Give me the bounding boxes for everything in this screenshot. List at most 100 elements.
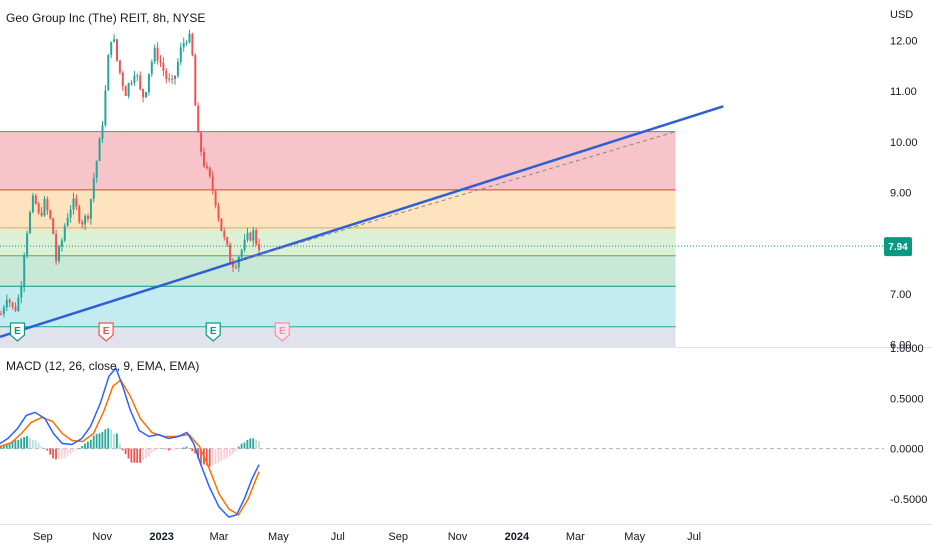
earnings-marker-label: E <box>14 326 21 337</box>
x-tick-label-1: Nov <box>92 531 112 543</box>
candle-body-77 <box>223 231 226 238</box>
macd-hist-bar-2 <box>5 443 8 449</box>
x-tick-label-10: May <box>624 531 645 543</box>
x-tick-label-0: Sep <box>33 531 53 543</box>
macd-tick-label-0: 1.0000 <box>890 343 924 355</box>
candle-body-5 <box>14 306 17 311</box>
macd-hist-bar-54 <box>156 448 159 450</box>
candle-body-81 <box>234 266 237 268</box>
macd-hist-bar-64 <box>185 446 188 449</box>
macd-hist-bar-46 <box>133 448 136 463</box>
candle-body-16 <box>46 198 49 211</box>
macd-hist-bar-27 <box>78 448 81 449</box>
earnings-marker-label: E <box>103 326 110 337</box>
candle-body-33 <box>95 160 98 178</box>
macd-hist-bar-30 <box>87 441 89 449</box>
candle-body-80 <box>232 262 234 267</box>
macd-hist-bar-48 <box>139 448 141 463</box>
candle-body-53 <box>153 47 156 62</box>
macd-hist-bar-63 <box>182 447 185 449</box>
macd-hist-bar-82 <box>237 446 240 449</box>
macd-hist-bar-53 <box>153 448 156 451</box>
macd-hist-bar-24 <box>69 448 72 455</box>
candle-body-84 <box>243 239 246 250</box>
candle-body-32 <box>92 177 95 200</box>
macd-hist-bar-72 <box>208 448 211 467</box>
axes: 6.007.008.009.0010.0011.0012.001.00000.5… <box>0 35 932 525</box>
candle-body-78 <box>226 237 229 245</box>
candle-body-25 <box>72 198 75 210</box>
macd-tick-label-1: 0.5000 <box>890 393 924 405</box>
candle-body-20 <box>58 246 60 261</box>
trendlines[interactable] <box>0 105 724 339</box>
candle-body-88 <box>255 230 258 245</box>
macd-hist-bar-81 <box>234 448 237 452</box>
macd-hist-bar-4 <box>11 440 14 449</box>
candle-body-43 <box>124 86 127 97</box>
candle-body-89 <box>258 244 261 251</box>
x-tick-label-7: Nov <box>448 531 468 543</box>
macd-hist-bar-85 <box>246 440 249 449</box>
candle-body-39 <box>113 39 116 42</box>
trendline[interactable] <box>0 105 724 339</box>
macd-hist-bar-59 <box>171 448 173 451</box>
candle-body-0 <box>0 314 2 316</box>
macd-hist-bar-56 <box>162 448 165 449</box>
candle-body-9 <box>26 233 29 256</box>
candle-body-65 <box>188 33 191 43</box>
candle-body-86 <box>249 232 252 241</box>
macd-hist-bar-23 <box>66 448 69 456</box>
x-tick-label-2: 2023 <box>149 531 173 543</box>
earnings-marker-2[interactable]: E <box>205 322 221 342</box>
earnings-marker-0[interactable]: E <box>9 322 26 342</box>
macd-hist-bar-84 <box>243 442 246 449</box>
candle-body-27 <box>78 206 81 222</box>
macd-hist-bar-16 <box>46 448 49 451</box>
candle-body-52 <box>150 61 153 74</box>
macd-hist-bar-33 <box>95 434 98 449</box>
zone-band-3 <box>0 255 676 287</box>
candle-body-69 <box>200 132 203 152</box>
macd-hist-bar-74 <box>214 448 217 464</box>
candle-body-85 <box>246 232 249 240</box>
candle-body-48 <box>139 75 142 90</box>
candle-body-19 <box>55 234 58 261</box>
macd-hist-bar-87 <box>252 438 255 449</box>
candle-body-10 <box>29 212 31 234</box>
x-tick-label-5: Jul <box>331 531 345 543</box>
candle-body-47 <box>136 75 139 77</box>
macd-hist-bar-45 <box>130 448 133 463</box>
x-tick-label-9: Mar <box>566 531 585 543</box>
macd-hist-bar-83 <box>240 443 243 449</box>
macd-hist-bar-78 <box>226 448 228 458</box>
candle-body-66 <box>191 33 194 56</box>
macd-hist-bar-12 <box>34 440 37 449</box>
macd-hist-bar-21 <box>60 448 63 459</box>
earnings-marker-1[interactable]: E <box>98 322 114 342</box>
macd-hist-bar-55 <box>159 448 162 449</box>
x-tick-label-4: May <box>268 531 289 543</box>
candle-body-64 <box>185 42 188 44</box>
macd-hist-bar-86 <box>249 438 252 449</box>
macd-hist-bar-62 <box>179 448 182 449</box>
macd-tick-label-3: -0.5000 <box>890 494 927 506</box>
earnings-marker-label: E <box>279 326 286 337</box>
macd-hist-bar-29 <box>84 443 86 449</box>
macd-hist-bar-57 <box>165 448 168 450</box>
macd-hist-bar-5 <box>14 440 17 449</box>
earnings-marker-3[interactable]: E <box>274 322 290 342</box>
candle-body-6 <box>17 297 20 311</box>
candle-body-56 <box>162 62 165 71</box>
earnings-marker-shape <box>274 322 290 342</box>
candle-body-12 <box>34 195 37 204</box>
candle-body-3 <box>8 299 11 303</box>
candle-body-30 <box>87 215 89 219</box>
candle-body-51 <box>147 73 150 93</box>
macd-hist-bar-44 <box>127 448 130 459</box>
candle-body-72 <box>208 167 211 177</box>
candle-body-74 <box>214 190 217 206</box>
macd-hist-bar-17 <box>49 448 52 455</box>
macd-hist-bar-20 <box>58 448 60 460</box>
